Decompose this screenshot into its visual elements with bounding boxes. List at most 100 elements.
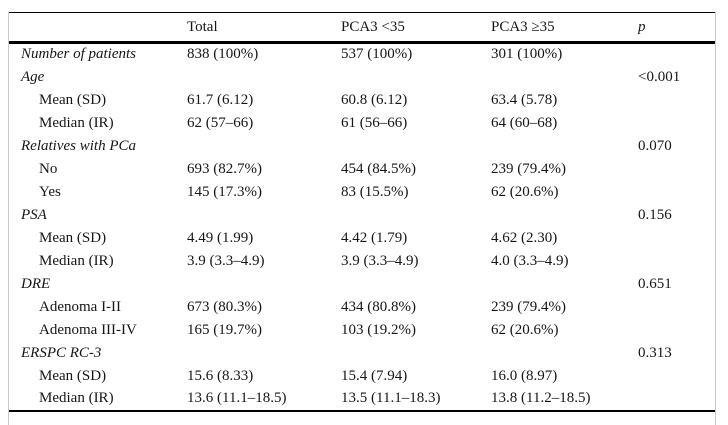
table-row: Median (IR) 62 (57–66) 61 (56–66) 64 (60… [9, 112, 715, 135]
cell-pca3-lt35: 60.8 (6.12) [341, 91, 408, 108]
column-header-pca3-ge35: PCA3 ≥35 [491, 12, 638, 44]
row-label: Adenoma III-IV [39, 321, 137, 338]
cell-total: 13.6 (11.1–18.5) [187, 387, 341, 412]
cell-p [638, 387, 715, 412]
table-row: Relatives with PCa 0.070 [9, 135, 715, 158]
cell-p [638, 89, 715, 112]
row-label: Yes [39, 183, 61, 200]
cell-pca3-ge35 [491, 342, 638, 365]
row-label: Mean (SD) [39, 91, 107, 108]
cell-total [187, 342, 341, 365]
cell-pca3-lt35: 61 (56–66) [341, 114, 408, 131]
cell-pca3-lt35: 434 (80.8%) [341, 298, 416, 315]
table-row: Age <0.001 [9, 66, 715, 89]
cell-pca3-lt35 [341, 66, 491, 89]
row-label: Median (IR) [39, 252, 114, 269]
column-header-p: p [638, 12, 715, 44]
cell-p [638, 296, 715, 319]
cell-p: 0.156 [638, 206, 672, 223]
cell-pca3-ge35 [491, 273, 638, 296]
cell-total: 145 (17.3%) [187, 183, 262, 200]
column-header-empty [9, 12, 187, 44]
cell-pca3-lt35 [341, 204, 491, 227]
table-row: Mean (SD) 61.7 (6.12) 60.8 (6.12) 63.4 (… [9, 89, 715, 112]
cell-pca3-ge35: 4.0 (3.3–4.9) [491, 252, 569, 269]
cell-pca3-lt35 [341, 135, 491, 158]
cell-p [638, 181, 715, 204]
cell-p [638, 319, 715, 342]
patient-characteristics-table: Total PCA3 <35 PCA3 ≥35 p Number of pati… [9, 12, 715, 412]
cell-total: 3.9 (3.3–4.9) [187, 252, 265, 269]
row-label: No [39, 160, 58, 177]
row-label: Median (IR) [9, 387, 187, 412]
row-label: Adenoma I-II [39, 298, 122, 315]
header-row: Total PCA3 <35 PCA3 ≥35 p [9, 12, 715, 44]
cell-pca3-ge35 [491, 204, 638, 227]
cell-pca3-lt35: 13.5 (11.1–18.3) [341, 387, 491, 412]
table-row: Adenoma I-II 673 (80.3%) 434 (80.8%) 239… [9, 296, 715, 319]
table-scan-frame: Total PCA3 <35 PCA3 ≥35 p Number of pati… [8, 12, 716, 425]
cell-pca3-lt35 [341, 342, 491, 365]
table-row: Number of patients 838 (100%) 537 (100%)… [9, 43, 715, 66]
cell-total: 4.49 (1.99) [187, 229, 254, 246]
cell-pca3-lt35: 537 (100%) [341, 46, 413, 63]
table-row: Adenoma III-IV 165 (19.7%) 103 (19.2%) 6… [9, 319, 715, 342]
cell-p [638, 158, 715, 181]
cell-pca3-lt35: 83 (15.5%) [341, 183, 409, 200]
cell-p: 0.651 [638, 275, 672, 292]
row-label: DRE [21, 275, 51, 292]
cell-total: 62 (57–66) [187, 114, 254, 131]
cell-pca3-ge35: 64 (60–68) [491, 114, 558, 131]
cell-pca3-ge35: 16.0 (8.97) [491, 367, 558, 384]
table-row: Mean (SD) 4.49 (1.99) 4.42 (1.79) 4.62 (… [9, 227, 715, 250]
row-label: Relatives with PCa [21, 137, 136, 154]
cell-pca3-ge35 [491, 66, 638, 89]
cell-total: 693 (82.7%) [187, 160, 262, 177]
column-header-pca3-lt35: PCA3 <35 [341, 12, 491, 44]
row-label: Age [21, 68, 45, 85]
cell-total: 15.6 (8.33) [187, 367, 254, 384]
cell-p: 0.313 [638, 344, 672, 361]
cell-pca3-ge35 [491, 135, 638, 158]
row-label: Mean (SD) [39, 229, 107, 246]
cell-pca3-ge35: 301 (100%) [491, 46, 563, 63]
cell-total: 673 (80.3%) [187, 298, 262, 315]
cell-pca3-ge35: 63.4 (5.78) [491, 91, 558, 108]
cell-p: <0.001 [638, 68, 681, 85]
cell-p [638, 227, 715, 250]
cell-pca3-lt35 [341, 273, 491, 296]
cell-pca3-lt35: 15.4 (7.94) [341, 367, 408, 384]
cell-pca3-ge35: 239 (79.4%) [491, 160, 566, 177]
cell-p [638, 112, 715, 135]
cell-pca3-lt35: 454 (84.5%) [341, 160, 416, 177]
cell-pca3-ge35: 4.62 (2.30) [491, 229, 558, 246]
cell-pca3-lt35: 103 (19.2%) [341, 321, 416, 338]
cell-total [187, 273, 341, 296]
table-row: PSA 0.156 [9, 204, 715, 227]
cell-total: 838 (100%) [187, 46, 259, 63]
cell-pca3-ge35: 62 (20.6%) [491, 321, 559, 338]
cell-pca3-ge35: 239 (79.4%) [491, 298, 566, 315]
table-row: Mean (SD) 15.6 (8.33) 15.4 (7.94) 16.0 (… [9, 365, 715, 388]
table-row: Median (IR) 13.6 (11.1–18.5) 13.5 (11.1–… [9, 387, 715, 412]
table-row: DRE 0.651 [9, 273, 715, 296]
row-label: Median (IR) [39, 114, 114, 131]
column-header-total: Total [187, 12, 341, 44]
cell-p [638, 43, 715, 66]
cell-total: 61.7 (6.12) [187, 91, 254, 108]
row-label: Mean (SD) [39, 367, 107, 384]
table-row: ERSPC RC-3 0.313 [9, 342, 715, 365]
row-label: ERSPC RC-3 [21, 344, 102, 361]
cell-total [187, 66, 341, 89]
row-label: Number of patients [21, 46, 136, 63]
cell-p [638, 365, 715, 388]
row-label: PSA [21, 206, 47, 223]
table-row: Median (IR) 3.9 (3.3–4.9) 3.9 (3.3–4.9) … [9, 250, 715, 273]
cell-p [638, 250, 715, 273]
cell-pca3-lt35: 4.42 (1.79) [341, 229, 408, 246]
cell-total: 165 (19.7%) [187, 321, 262, 338]
table-row: No 693 (82.7%) 454 (84.5%) 239 (79.4%) [9, 158, 715, 181]
cell-p: 0.070 [638, 137, 672, 154]
cell-pca3-ge35: 13.8 (11.2–18.5) [491, 387, 638, 412]
